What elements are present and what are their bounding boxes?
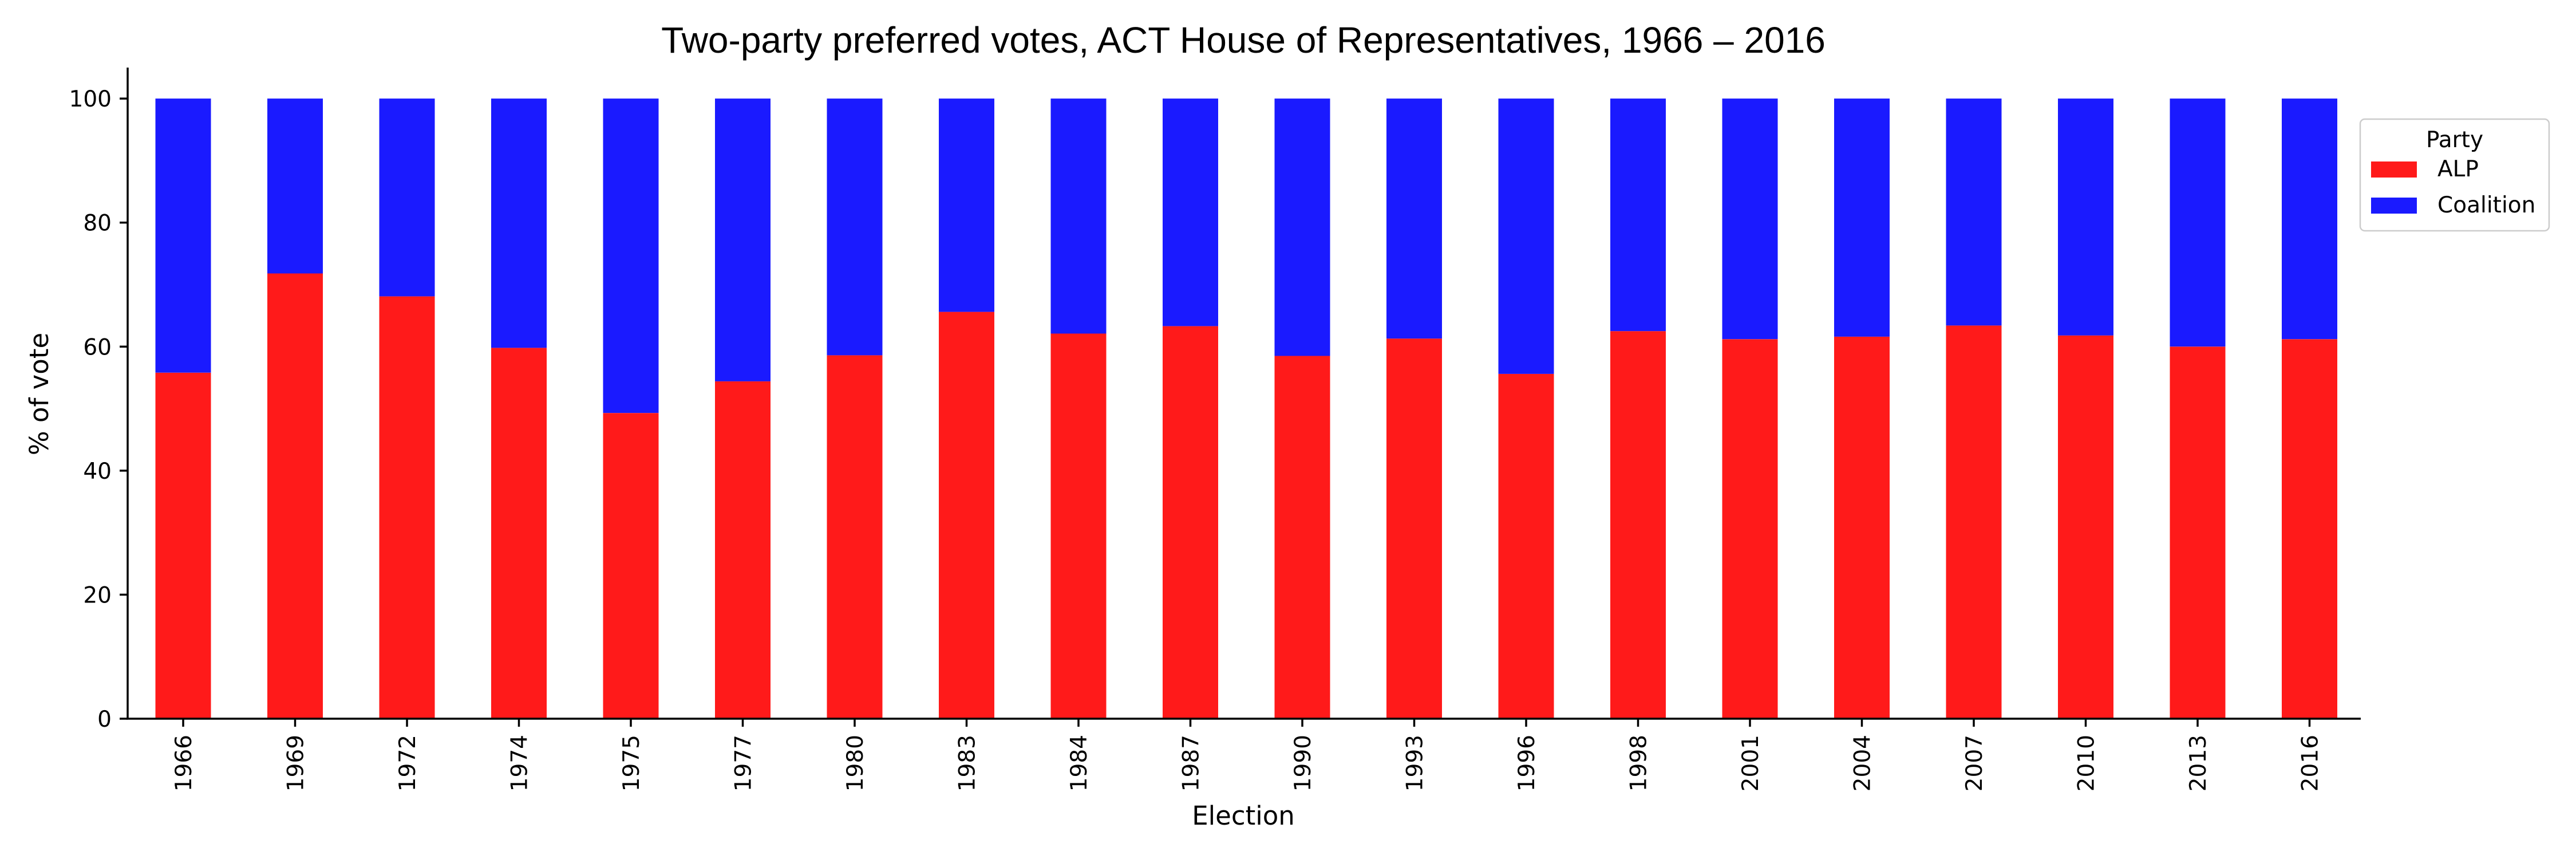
x-tick-label-2004: 2004 <box>1850 735 1876 791</box>
bar-coalition-1974 <box>491 98 547 348</box>
bar-alp-1996 <box>1498 373 1554 719</box>
bar-coalition-1969 <box>267 98 323 274</box>
bar-alp-1966 <box>155 372 211 719</box>
legend-label-alp: ALP <box>2437 156 2479 182</box>
x-axis-label: Election <box>1192 801 1295 831</box>
bar-alp-1987 <box>1163 326 1218 719</box>
chart-title: Two-party preferred votes, ACT House of … <box>661 19 1826 61</box>
bar-coalition-2001 <box>1722 98 1778 340</box>
bar-alp-1983 <box>939 312 994 719</box>
y-tick-label-0: 0 <box>97 707 112 732</box>
x-tick-label-1977: 1977 <box>731 735 757 791</box>
y-axis: 0 20 40 60 80 100 <box>69 86 128 732</box>
x-tick-label-1987: 1987 <box>1179 735 1204 791</box>
bar-coalition-2004 <box>1834 98 1890 337</box>
bar-alp-2007 <box>1946 325 2002 719</box>
x-tick-label-1980: 1980 <box>843 735 868 791</box>
bar-alp-1972 <box>379 296 435 719</box>
bar-alp-1984 <box>1050 333 1107 719</box>
x-tick-label-2010: 2010 <box>2074 735 2100 791</box>
legend: Party ALP Coalition <box>2359 118 2550 232</box>
bar-alp-2013 <box>2170 346 2226 719</box>
bar-alp-2001 <box>1722 339 1778 719</box>
x-axis: 1966 1969 1972 1974 1975 1977 1980 1983 1984 1987… <box>171 719 2324 791</box>
bar-alp-1974 <box>491 348 547 719</box>
x-tick-label-2001: 2001 <box>1738 735 1764 791</box>
x-tick-label-1966: 1966 <box>171 735 197 791</box>
bar-alp-1969 <box>267 273 323 719</box>
bar-alp-1993 <box>1386 338 1442 719</box>
bar-coalition-1977 <box>715 98 771 381</box>
x-tick-label-2007: 2007 <box>1962 735 1988 791</box>
bar-alp-1975 <box>603 413 659 719</box>
x-tick-label-1993: 1993 <box>1402 735 1428 791</box>
y-tick-label-60: 60 <box>83 334 112 360</box>
bar-coalition-1984 <box>1050 98 1107 334</box>
bar-alp-2004 <box>1834 337 1890 719</box>
bar-coalition-1980 <box>827 98 883 356</box>
legend-swatch-coalition <box>2371 198 2417 214</box>
bar-alp-1977 <box>715 381 771 719</box>
bar-coalition-1975 <box>603 98 659 413</box>
legend-items: ALP Coalition <box>2371 156 2535 218</box>
bar-coalition-2007 <box>1946 98 2002 326</box>
y-tick-label-40: 40 <box>83 459 112 484</box>
y-axis-label: % of vote <box>24 333 54 455</box>
y-tick-label-80: 80 <box>83 211 112 237</box>
bar-coalition-1987 <box>1163 98 1218 326</box>
y-tick-label-100: 100 <box>69 86 112 112</box>
x-tick-label-2013: 2013 <box>2186 735 2211 791</box>
bars-group <box>155 98 2337 719</box>
x-tick-label-1996: 1996 <box>1514 735 1540 791</box>
bar-coalition-1998 <box>1610 98 1666 332</box>
bar-alp-2016 <box>2282 339 2337 719</box>
legend-label-coalition: Coalition <box>2437 192 2535 218</box>
x-tick-label-2016: 2016 <box>2298 735 2324 791</box>
x-tick-label-1969: 1969 <box>283 735 309 791</box>
x-tick-label-1974: 1974 <box>507 735 533 791</box>
legend-swatch-alp <box>2371 161 2417 178</box>
y-tick-label-20: 20 <box>83 582 112 608</box>
bar-coalition-1972 <box>379 98 435 297</box>
bar-coalition-2010 <box>2058 98 2113 336</box>
x-tick-label-1972: 1972 <box>395 735 421 791</box>
bar-coalition-1990 <box>1274 98 1330 356</box>
bar-coalition-1966 <box>155 98 211 373</box>
x-tick-label-1984: 1984 <box>1066 735 1092 791</box>
bar-coalition-2016 <box>2282 98 2337 340</box>
bar-coalition-1983 <box>939 98 994 312</box>
bar-coalition-1993 <box>1386 98 1442 339</box>
x-tick-label-1983: 1983 <box>955 735 981 791</box>
bar-coalition-1996 <box>1498 98 1554 374</box>
bar-alp-1990 <box>1274 356 1330 719</box>
x-tick-label-1990: 1990 <box>1290 735 1316 791</box>
bar-alp-1980 <box>827 355 883 719</box>
legend-title: Party <box>2426 127 2483 153</box>
x-tick-label-1998: 1998 <box>1626 735 1652 791</box>
bar-alp-1998 <box>1610 331 1666 719</box>
x-tick-label-1975: 1975 <box>619 735 645 791</box>
bar-coalition-2013 <box>2170 98 2226 347</box>
bar-alp-2010 <box>2058 335 2113 719</box>
